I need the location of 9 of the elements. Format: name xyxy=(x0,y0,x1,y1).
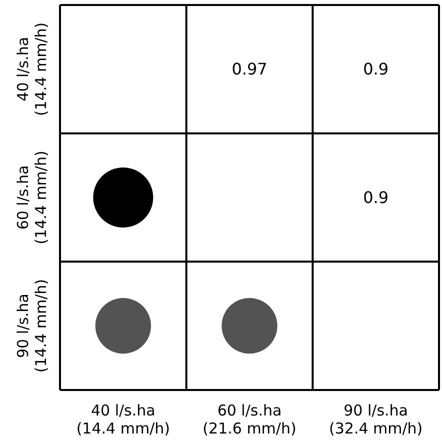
x-tick-label: 90 l/s.ha (32.4 mm/h) xyxy=(329,402,423,438)
y-tick-label: 60 l/s.ha (14.4 mm/h) xyxy=(14,150,50,244)
data-label: 0.97 xyxy=(232,60,268,79)
y-tick-label: 40 l/s.ha (14.4 mm/h) xyxy=(14,22,50,116)
x-tick-label: 60 l/s.ha (21.6 mm/h) xyxy=(202,402,296,438)
y-tick-label: 90 l/s.ha (14.4 mm/h) xyxy=(14,279,50,373)
x-tick-label: 40 l/s.ha (14.4 mm/h) xyxy=(76,402,170,438)
data-label: 0.9 xyxy=(363,188,389,207)
data-label: 0.9 xyxy=(363,60,389,79)
